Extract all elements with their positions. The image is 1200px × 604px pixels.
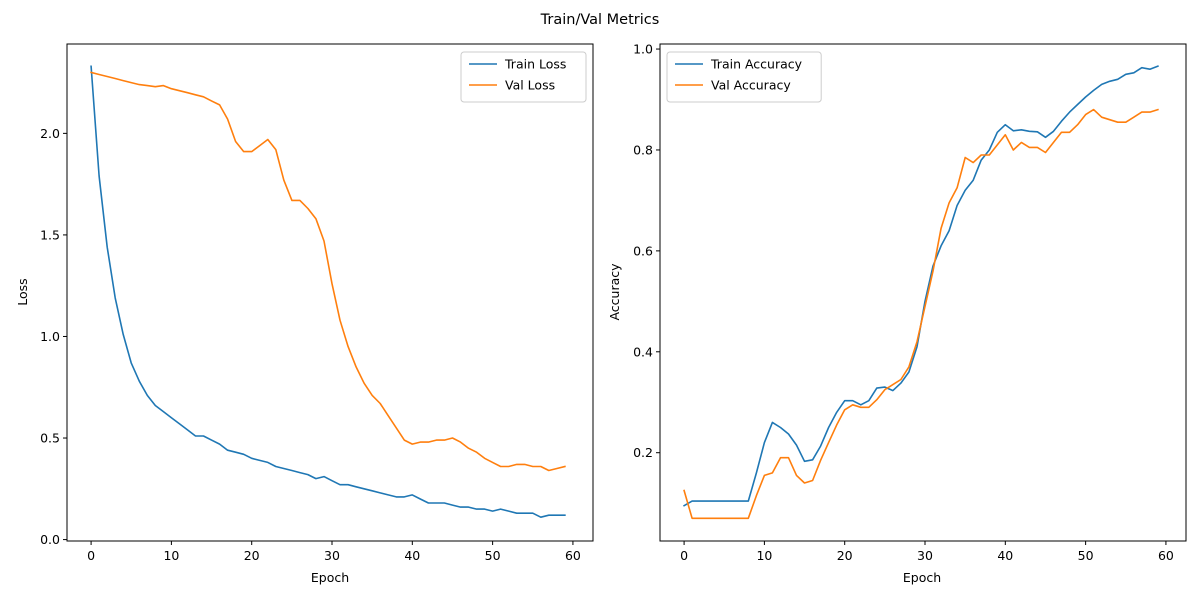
accuracy-chart: Epoch Accuracy 0 10 20 30 40 50 60 0.2 0.4 0.6 0.8… bbox=[607, 42, 1187, 585]
loss-x-tick-label: 60 bbox=[565, 548, 581, 563]
accuracy-ticks: 0 10 20 30 40 50 60 0.2 0.4 0.6 0.8 1.0 bbox=[633, 42, 1174, 563]
loss-legend-label-1: Val Loss bbox=[505, 78, 555, 93]
figure-title: Train/Val Metrics bbox=[540, 12, 660, 28]
loss-x-tick-label: 40 bbox=[404, 548, 420, 563]
accuracy-series-line-1 bbox=[683, 108, 1159, 520]
accuracy-legend-label-1: Val Accuracy bbox=[711, 78, 791, 93]
loss-x-tick-label: 50 bbox=[485, 548, 501, 563]
accuracy-x-tick-label: 10 bbox=[756, 548, 772, 563]
loss-series bbox=[90, 65, 566, 519]
loss-plot-area bbox=[66, 43, 594, 542]
accuracy-x-axis-label: Epoch bbox=[903, 570, 941, 585]
loss-series-line-1 bbox=[90, 71, 566, 472]
accuracy-x-tick-label: 0 bbox=[680, 548, 688, 563]
loss-y-tick-label: 1.5 bbox=[40, 227, 60, 242]
loss-series-line-0 bbox=[90, 65, 566, 519]
accuracy-x-tick-label: 60 bbox=[1158, 548, 1174, 563]
accuracy-plot-area bbox=[659, 43, 1187, 542]
accuracy-series-line-0 bbox=[683, 65, 1159, 507]
accuracy-y-tick-label: 1.0 bbox=[633, 42, 653, 57]
loss-y-tick-label: 1.0 bbox=[40, 329, 60, 344]
loss-legend: Train Loss Val Loss bbox=[460, 51, 587, 103]
loss-x-tick-label: 30 bbox=[324, 548, 340, 563]
accuracy-y-tick-label: 0.6 bbox=[633, 243, 653, 258]
accuracy-legend-box bbox=[666, 51, 822, 103]
loss-x-axis-label: Epoch bbox=[311, 570, 349, 585]
loss-y-tick-label: 0.5 bbox=[40, 431, 60, 446]
accuracy-y-tick-label: 0.4 bbox=[633, 344, 653, 359]
loss-y-axis-label: Loss bbox=[15, 278, 30, 305]
loss-y-tick-label: 2.0 bbox=[40, 126, 60, 141]
accuracy-x-tick-label: 20 bbox=[837, 548, 853, 563]
loss-x-tick-label: 20 bbox=[244, 548, 260, 563]
loss-x-tick-label: 10 bbox=[163, 548, 179, 563]
accuracy-x-tick-label: 50 bbox=[1078, 548, 1094, 563]
accuracy-series bbox=[683, 65, 1159, 520]
accuracy-x-tick-label: 40 bbox=[997, 548, 1013, 563]
loss-legend-label-0: Train Loss bbox=[504, 57, 566, 72]
accuracy-x-tick-label: 30 bbox=[917, 548, 933, 563]
accuracy-y-tick-label: 0.8 bbox=[633, 142, 653, 157]
loss-chart: Epoch Loss 0 10 20 30 40 50 600.00.51.01.52.0 … bbox=[15, 43, 594, 585]
accuracy-y-axis-label: Accuracy bbox=[607, 263, 622, 321]
accuracy-y-tick-label: 0.2 bbox=[633, 445, 653, 460]
loss-ticks: 0 10 20 30 40 50 60 0.0 0.5 1.0 1.5 2.0 bbox=[40, 126, 581, 563]
loss-y-tick-label: 0.0 bbox=[40, 532, 60, 547]
loss-x-tick-label: 0 bbox=[87, 548, 95, 563]
accuracy-legend-label-0: Train Accuracy bbox=[710, 57, 803, 72]
accuracy-legend: Train Accuracy Val Accuracy bbox=[666, 51, 822, 103]
